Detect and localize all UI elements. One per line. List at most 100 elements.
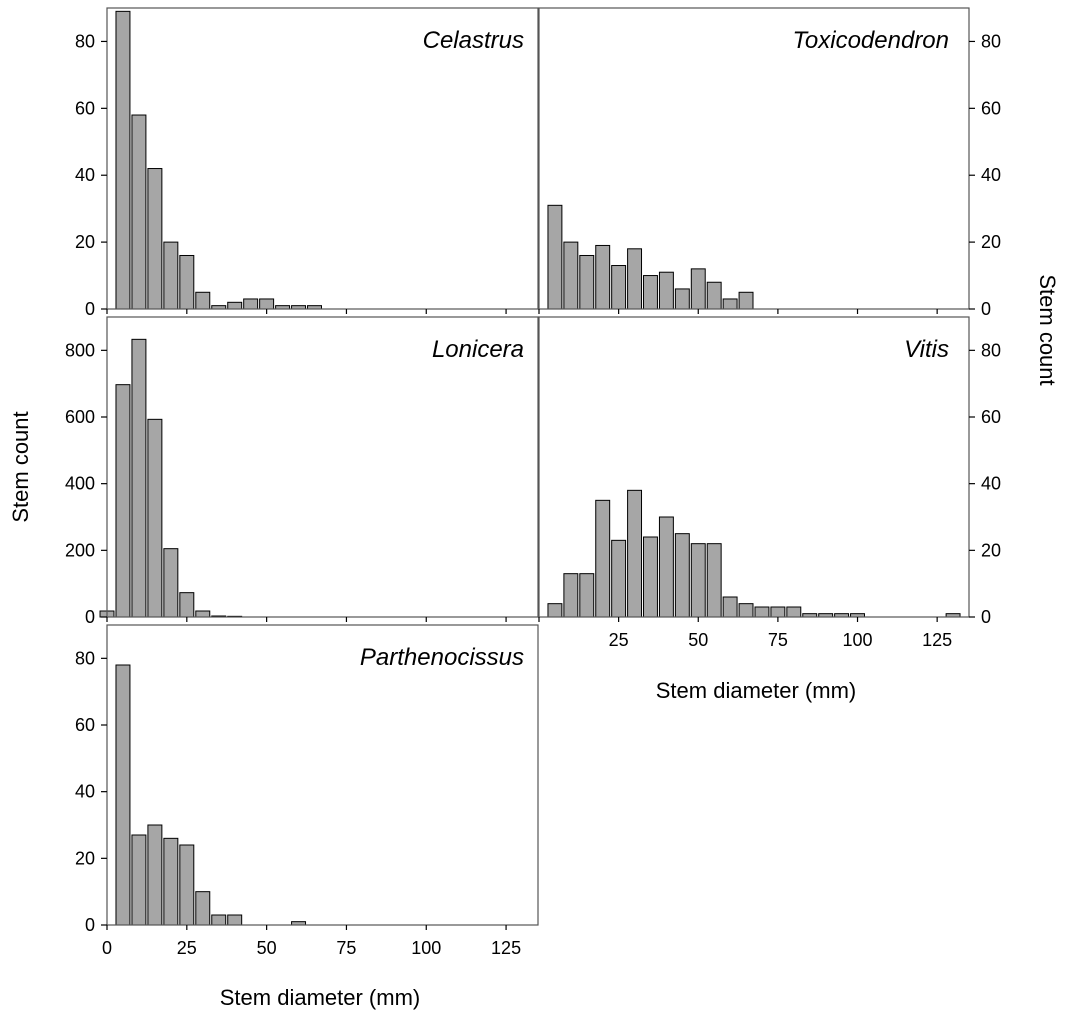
histogram-bar-toxicodendron (611, 265, 627, 310)
histogram-bar-parthenocissus (195, 891, 211, 926)
panel-frame-toxicodendron (538, 7, 970, 310)
y-tick-label-toxicodendron: 40 (981, 165, 1001, 185)
panel-title-toxicodendron: Toxicodendron (792, 27, 949, 54)
histogram-bar-celastrus (147, 168, 163, 310)
x-tick-label-parthenocissus: 25 (177, 938, 197, 958)
y-tick-label-lonicera: 800 (65, 340, 95, 360)
histogram-bar-parthenocissus (211, 914, 227, 926)
panel-frame-parthenocissus (106, 624, 539, 926)
panel-frame-celastrus (106, 7, 539, 310)
y-tick-label-toxicodendron: 20 (981, 232, 1001, 252)
panel-toxicodendron: 0 20 40 60 80 Toxicodendron (538, 7, 1001, 319)
histogram-bar-lonicera (115, 384, 131, 618)
y-tick-label-celastrus: 80 (75, 31, 95, 51)
histogram-bar-toxicodendron (706, 281, 722, 310)
histogram-bar-toxicodendron (627, 248, 643, 310)
histogram-bar-lonicera (147, 418, 163, 618)
x-tick-label-vitis: 75 (768, 630, 788, 650)
panel-title-parthenocissus: Parthenocissus (360, 644, 524, 671)
histogram-bar-celastrus (115, 10, 131, 310)
histogram-bar-vitis (611, 539, 627, 618)
y-tick-label-celastrus: 20 (75, 232, 95, 252)
y-tick-label-parthenocissus: 20 (75, 848, 95, 868)
y-tick-label-parthenocissus: 60 (75, 715, 95, 735)
histogram-bar-parthenocissus (163, 837, 179, 926)
histogram-bar-toxicodendron (579, 254, 595, 310)
histogram-bar-lonicera (195, 610, 211, 618)
y-tick-label-parthenocissus: 40 (75, 782, 95, 802)
x-tick-label-vitis: 25 (609, 630, 629, 650)
y-tick-label-parthenocissus: 0 (85, 915, 95, 935)
histogram-bar-vitis (706, 543, 722, 618)
histogram-bar-vitis (595, 499, 611, 618)
histogram-bar-vitis (563, 573, 579, 618)
histogram-bar-parthenocissus (115, 664, 131, 926)
histogram-bar-celastrus (131, 114, 147, 310)
histogram-bar-lonicera (179, 592, 195, 618)
histogram-bar-parthenocissus (147, 824, 163, 926)
y-tick-label-parthenocissus: 80 (75, 648, 95, 668)
x-tick-label-vitis: 50 (688, 630, 708, 650)
histogram-bar-toxicodendron (738, 291, 754, 310)
left-x-axis-title: Stem diameter (mm) (220, 985, 420, 1010)
panel-title-lonicera: Lonicera (432, 336, 524, 363)
histogram-bar-vitis (643, 536, 658, 618)
x-tick-label-vitis: 100 (842, 630, 872, 650)
y-tick-label-toxicodendron: 60 (981, 98, 1001, 118)
panel-title-vitis: Vitis (904, 336, 949, 363)
histogram-bar-parthenocissus (227, 914, 243, 926)
x-tick-label-vitis: 125 (922, 630, 952, 650)
histogram-bar-toxicodendron (547, 204, 563, 310)
x-tick-label-parthenocissus: 0 (102, 938, 112, 958)
y-tick-label-lonicera: 600 (65, 407, 95, 427)
y-tick-label-lonicera: 200 (65, 540, 95, 560)
y-tick-label-celastrus: 40 (75, 165, 95, 185)
histogram-bar-vitis (754, 606, 770, 618)
histogram-bar-toxicodendron (563, 241, 579, 310)
y-tick-label-vitis: 40 (981, 474, 1001, 494)
histogram-bar-celastrus (243, 298, 259, 310)
histogram-bar-vitis (690, 543, 706, 618)
histogram-bar-vitis (579, 573, 595, 618)
histogram-bar-toxicodendron (722, 298, 738, 310)
histogram-bar-parthenocissus (179, 844, 195, 926)
y-tick-label-lonicera: 0 (85, 607, 95, 627)
panel-vitis: 0 20 40 60 80 25 50 75 100 125 Vitis (538, 316, 1001, 650)
histogram-bar-vitis (674, 533, 690, 618)
panel-frame-vitis (538, 316, 970, 618)
y-tick-label-celastrus: 60 (75, 98, 95, 118)
left-y-axis-title: Stem count (8, 411, 33, 522)
x-tick-label-parthenocissus: 100 (411, 938, 441, 958)
histogram-bar-toxicodendron (690, 268, 706, 310)
right-y-axis-title: Stem count (1035, 274, 1060, 385)
histogram-bar-vitis (547, 603, 563, 618)
histogram-bar-celastrus (227, 301, 243, 310)
histogram-bar-toxicodendron (643, 275, 658, 310)
y-tick-label-toxicodendron: 0 (981, 299, 991, 319)
y-tick-label-celastrus: 0 (85, 299, 95, 319)
histogram-bar-toxicodendron (595, 244, 611, 310)
panels-group: 0 20 40 60 80 Celastrus 0 20 40 60 80 Toxicodendron… (65, 7, 1001, 958)
histogram-bar-celastrus (163, 241, 179, 310)
y-tick-label-lonicera: 400 (65, 474, 95, 494)
y-tick-label-toxicodendron: 80 (981, 31, 1001, 51)
histogram-bar-vitis (770, 606, 786, 618)
right-x-axis-title: Stem diameter (mm) (656, 678, 856, 703)
panel-lonicera: 0 200 400 600 800 Lonicera (65, 316, 539, 627)
histogram-bar-toxicodendron (674, 288, 690, 310)
histogram-bar-celastrus (179, 254, 195, 310)
histogram-bar-vitis (627, 489, 643, 618)
histogram-bar-celastrus (259, 298, 275, 310)
histogram-bar-lonicera (131, 338, 147, 618)
x-tick-label-parthenocissus: 125 (491, 938, 521, 958)
histogram-bar-vitis (722, 596, 738, 618)
histogram-bar-parthenocissus (131, 834, 147, 926)
panel-celastrus: 0 20 40 60 80 Celastrus (75, 7, 539, 319)
panel-parthenocissus: 0 20 40 60 80 0 25 50 75 100 125 Parthenocissus (75, 624, 539, 958)
y-tick-label-vitis: 80 (981, 340, 1001, 360)
y-tick-label-vitis: 0 (981, 607, 991, 627)
panel-title-celastrus: Celastrus (423, 27, 524, 54)
x-tick-label-parthenocissus: 75 (336, 938, 356, 958)
histogram-bar-vitis (738, 603, 754, 618)
